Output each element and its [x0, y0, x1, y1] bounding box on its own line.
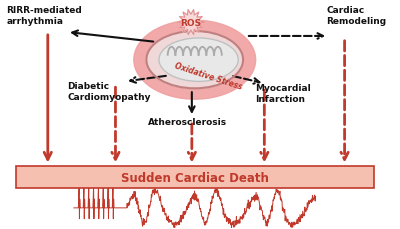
Ellipse shape — [159, 39, 238, 82]
Text: ROS: ROS — [180, 19, 202, 27]
Bar — [16, 167, 374, 188]
Text: Atherosclerosis: Atherosclerosis — [148, 117, 228, 126]
Polygon shape — [178, 11, 204, 35]
Text: Cardiac
Remodeling: Cardiac Remodeling — [326, 6, 386, 26]
Text: Myocardial
Infarction: Myocardial Infarction — [255, 84, 310, 103]
Text: Diabetic
Cardiomyopathy: Diabetic Cardiomyopathy — [67, 82, 151, 101]
Ellipse shape — [134, 21, 256, 100]
Text: Sudden Cardiac Death: Sudden Cardiac Death — [121, 171, 269, 184]
Text: Oxidative Stress: Oxidative Stress — [173, 61, 243, 91]
Text: RIRR-mediated
arrhythmia: RIRR-mediated arrhythmia — [6, 6, 82, 26]
Ellipse shape — [146, 32, 243, 89]
